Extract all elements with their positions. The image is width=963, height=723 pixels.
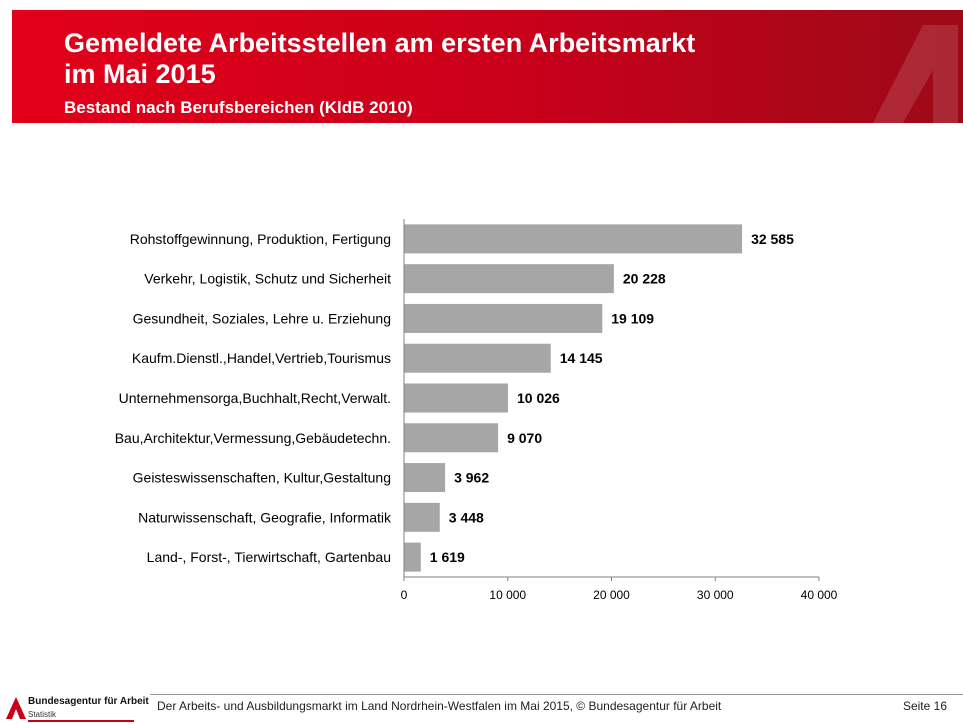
ba-logo-underline <box>28 720 134 722</box>
footer-divider <box>150 694 963 695</box>
category-label: Rohstoffgewinnung, Produktion, Fertigung <box>130 231 391 247</box>
x-tick-label: 10 000 <box>489 588 526 602</box>
footer-text: Der Arbeits- und Ausbildungsmarkt im Lan… <box>157 699 721 713</box>
category-label: Land-, Forst-, Tierwirtschaft, Gartenbau <box>147 549 391 565</box>
data-label: 1 619 <box>430 549 465 565</box>
data-label: 3 962 <box>454 470 489 486</box>
bar-chart: Rohstoffgewinnung, Produktion, Fertigung… <box>0 0 963 723</box>
category-label: Naturwissenschaft, Geografie, Informatik <box>138 509 392 525</box>
ba-logo-name: Bundesagentur für Arbeit <box>28 696 149 707</box>
data-label: 20 228 <box>623 271 666 287</box>
bar <box>404 344 551 373</box>
category-label: Kaufm.Dienstl.,Handel,Vertrieb,Tourismus <box>132 350 391 366</box>
data-label: 19 109 <box>611 310 654 326</box>
bar <box>404 264 614 293</box>
page-number: Seite 16 <box>903 699 947 713</box>
bar <box>404 304 602 333</box>
x-tick-label: 30 000 <box>697 588 734 602</box>
bar <box>404 463 445 492</box>
data-label: 32 585 <box>751 231 794 247</box>
category-label: Verkehr, Logistik, Schutz und Sicherheit <box>144 271 391 287</box>
category-label: Gesundheit, Soziales, Lehre u. Erziehung <box>133 310 391 326</box>
bar <box>404 543 421 572</box>
data-label: 9 070 <box>507 430 542 446</box>
bar <box>404 384 508 413</box>
bar <box>404 224 742 253</box>
x-tick-label: 20 000 <box>593 588 630 602</box>
x-tick-label: 40 000 <box>801 588 838 602</box>
bar <box>404 503 440 532</box>
category-label: Geisteswissenschaften, Kultur,Gestaltung <box>133 470 391 486</box>
bar <box>404 423 498 452</box>
data-label: 14 145 <box>560 350 603 366</box>
data-label: 3 448 <box>449 509 484 525</box>
category-label: Unternehmensorga,Buchhalt,Recht,Verwalt. <box>119 390 391 406</box>
category-label: Bau,Architektur,Vermessung,Gebäudetechn. <box>115 430 391 446</box>
ba-logo-sub: Statistik <box>28 710 56 719</box>
ba-logo-icon <box>6 697 26 719</box>
data-label: 10 026 <box>517 390 560 406</box>
x-tick-label: 0 <box>401 588 408 602</box>
ba-logo: Bundesagentur für Arbeit Statistik <box>4 694 144 722</box>
